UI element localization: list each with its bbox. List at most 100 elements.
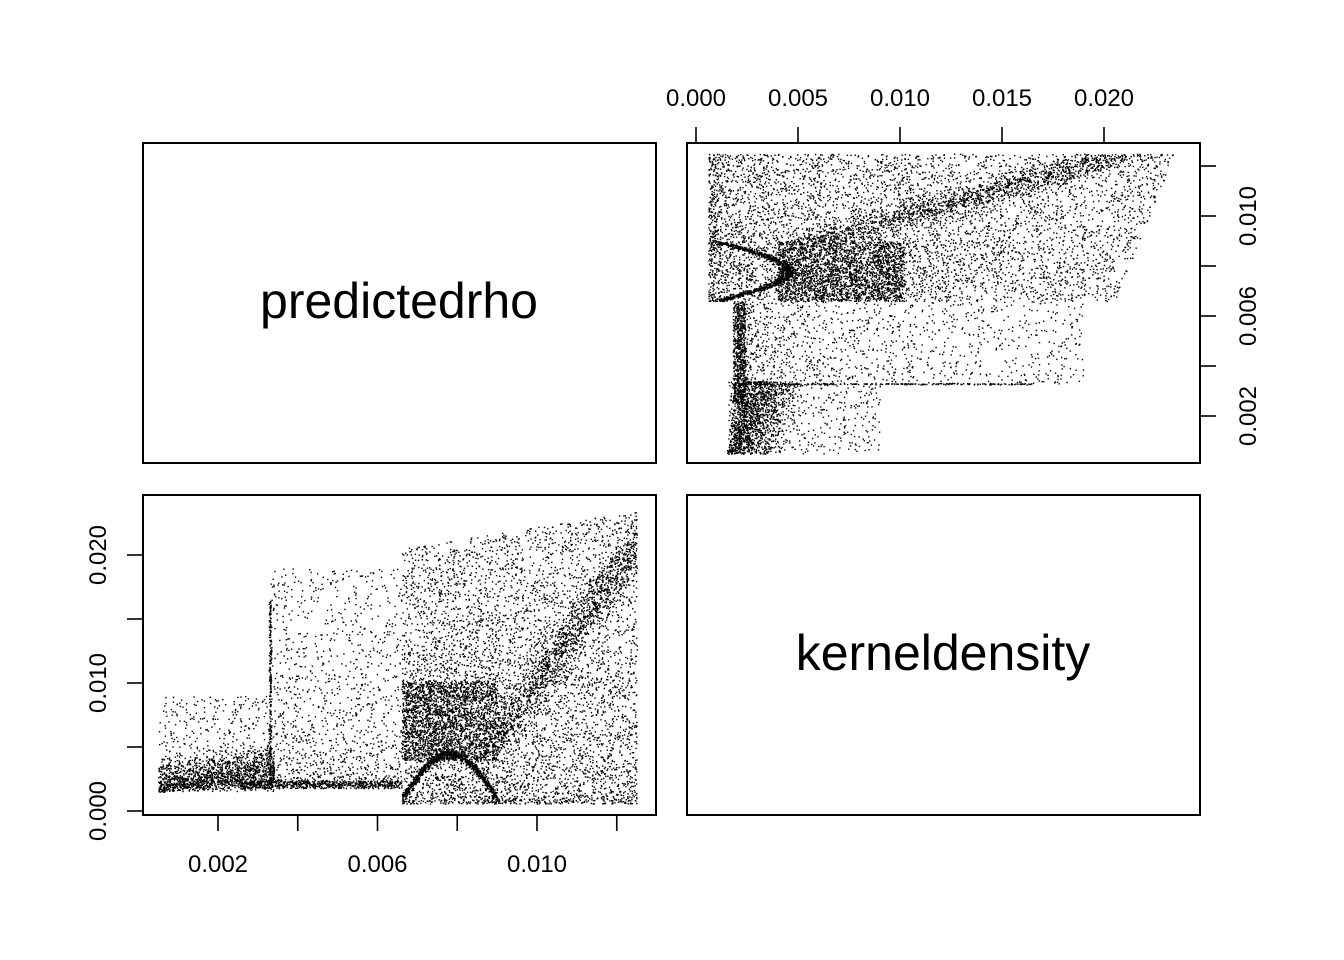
scatter-point [1038, 364, 1041, 366]
scatter-point [745, 414, 747, 416]
scatter-point [746, 413, 748, 415]
scatter-point [935, 293, 938, 295]
scatter-point [734, 436, 736, 438]
scatter-point [762, 366, 764, 369]
scatter-point [748, 407, 751, 409]
scatter-point [825, 213, 827, 215]
scatter-point [743, 362, 745, 364]
scatter-point [1008, 271, 1010, 274]
scatter-point [737, 303, 740, 305]
scatter-point [1035, 322, 1037, 325]
scatter-point [730, 181, 733, 183]
scatter-point [882, 244, 884, 246]
scatter-point [752, 389, 754, 391]
scatter-point [713, 170, 715, 173]
scatter-point [756, 429, 759, 431]
scatter-point [739, 365, 741, 367]
scatter-point [735, 402, 738, 404]
scatter-point [754, 396, 757, 398]
scatter-point [766, 451, 768, 454]
scatter-point [1014, 362, 1017, 365]
scatter-point [774, 387, 776, 389]
scatter-point [756, 345, 758, 347]
scatter-point [962, 303, 964, 305]
scatter-point [763, 396, 766, 398]
scatter-point [843, 426, 846, 428]
scatter-point [731, 450, 733, 452]
scatter-point [825, 323, 827, 325]
scatter-point [981, 217, 983, 220]
scatter-point [818, 305, 820, 307]
scatter-point [757, 406, 760, 408]
scatter-point [943, 313, 946, 315]
scatter-point [735, 436, 738, 438]
scatter-point [780, 351, 783, 354]
scatter-point [743, 356, 746, 358]
scatter-point [771, 387, 773, 389]
scatter-point [1016, 186, 1018, 189]
scatter-point [909, 331, 911, 333]
scatter-point [874, 174, 876, 176]
scatter-point [769, 308, 772, 310]
scatter-point [734, 385, 736, 387]
scatter-point [744, 311, 746, 314]
scatter-point [867, 368, 869, 370]
scatter-point [870, 393, 873, 395]
scatter-point [762, 410, 764, 412]
scatter-point [740, 333, 743, 335]
scatter-point [921, 344, 923, 346]
scatter-point [720, 236, 722, 238]
scatter-point [730, 228, 733, 231]
scatter-point [741, 344, 743, 346]
scatter-point [784, 211, 786, 213]
scatter-point [744, 312, 746, 315]
scatter-point [957, 228, 960, 230]
scatter-point [745, 427, 747, 429]
scatter-point [1042, 211, 1045, 214]
scatter-point [859, 230, 862, 232]
scatter-point [735, 325, 738, 328]
scatter-point [735, 355, 738, 357]
scatter-point [748, 327, 751, 330]
scatter-point [737, 320, 740, 322]
scatter-point [753, 439, 755, 442]
scatter-point [740, 375, 742, 377]
scatter-point [803, 286, 806, 288]
scatter-point [1060, 378, 1062, 380]
scatter-point [812, 429, 815, 431]
scatter-point [1106, 241, 1109, 244]
scatter-point [762, 434, 764, 436]
scatter-point [904, 164, 906, 167]
scatter-point [764, 439, 766, 441]
scatter-point [1083, 254, 1085, 256]
scatter-point [754, 389, 756, 391]
scatter-point [732, 449, 734, 452]
scatter-point [1102, 250, 1105, 252]
scatter-point [912, 376, 915, 378]
scatter-point [726, 180, 729, 182]
scatter-point [797, 400, 799, 402]
scatter-point [733, 325, 736, 327]
scatter-point [755, 387, 757, 390]
scatter-point [868, 375, 870, 377]
scatter-point [751, 452, 753, 454]
scatter-point [927, 290, 930, 292]
scatter-point [1011, 282, 1014, 284]
scatter-point [767, 346, 769, 348]
scatter-point [749, 417, 751, 419]
scatter-point [755, 360, 757, 362]
scatter-point [915, 283, 918, 286]
scatter-point [755, 410, 757, 413]
scatter-point [1005, 361, 1008, 364]
scatter-point [789, 323, 791, 325]
scatter-point [898, 335, 901, 337]
scatter-point [1020, 225, 1022, 227]
scatter-point [749, 367, 751, 369]
scatter-point [744, 236, 747, 238]
scatter-point [981, 312, 983, 314]
scatter-point [791, 366, 794, 368]
scatter-point [734, 338, 737, 341]
scatter-point [724, 156, 727, 159]
scatter-point [1025, 379, 1027, 382]
